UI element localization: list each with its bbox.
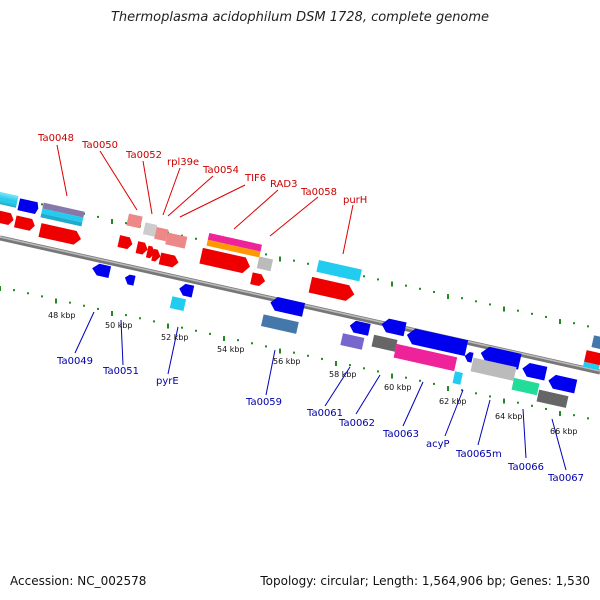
- kbp-label: 58 kbp: [329, 370, 357, 379]
- gene-labels-top: Ta0048 Ta0050 Ta0052 rpl39e Ta0054 TIF6 …: [37, 133, 367, 206]
- gene-label: Ta0054: [202, 165, 239, 176]
- accession-text: Accession: NC_002578: [10, 574, 147, 588]
- gene-label: Ta0067: [547, 473, 584, 484]
- gene-feature: [340, 320, 371, 350]
- gene-feature: [199, 232, 274, 287]
- gene-label: Ta0050: [81, 140, 118, 151]
- gene-feature: [371, 318, 474, 385]
- gene-feature: [169, 283, 195, 312]
- gene-label: Ta0062: [338, 418, 375, 429]
- gene-feature: [261, 296, 306, 334]
- gene-label: Ta0065m: [455, 449, 502, 460]
- gene-feature: [308, 260, 362, 301]
- map-title: Thermoplasma acidophilum DSM 1728, compl…: [110, 10, 490, 25]
- gene-label: RAD3: [270, 179, 297, 190]
- gene-label: purH: [343, 195, 367, 206]
- gene-features: [0, 190, 600, 408]
- gene-label: Ta0049: [56, 356, 93, 367]
- kbp-label: 56 kbp: [273, 357, 301, 366]
- leader-lines-top: [56, 144, 354, 255]
- gene-label: Ta0052: [125, 150, 162, 161]
- gene-label: rpl39e: [167, 157, 199, 168]
- kbp-label: 64 kbp: [495, 412, 523, 421]
- gene-feature: [470, 346, 578, 408]
- gene-label: Ta0066: [507, 462, 544, 473]
- topology-text: Topology: circular; Length: 1,564,906 bp…: [260, 574, 590, 588]
- gene-feature: [582, 335, 600, 371]
- gene-feature: [0, 190, 85, 227]
- kbp-label: 50 kbp: [105, 321, 133, 330]
- gene-feature: [92, 263, 136, 286]
- gene-label: TIF6: [244, 173, 266, 184]
- gene-feature: [117, 213, 188, 268]
- gene-label: Ta0061: [306, 408, 343, 419]
- gene-feature: [0, 209, 81, 245]
- dotted-ruler-bottom: [0, 286, 589, 420]
- gene-label: Ta0059: [245, 397, 282, 408]
- kbp-label: 66 kbp: [550, 427, 578, 436]
- leader-lines-bottom: [74, 311, 567, 471]
- gene-label: Ta0048: [37, 133, 74, 144]
- kbp-label: 62 kbp: [439, 397, 467, 406]
- kbp-label: 60 kbp: [384, 383, 412, 392]
- gene-label: Ta0051: [102, 366, 139, 377]
- gene-label: Ta0063: [382, 429, 419, 440]
- kbp-tick-labels: 48 kbp 50 kbp 52 kbp 54 kbp 56 kbp 58 kb…: [48, 311, 578, 436]
- kbp-label: 54 kbp: [217, 345, 245, 354]
- kbp-label: 48 kbp: [48, 311, 76, 320]
- gene-labels-bottom: Ta0049 Ta0051 pyrE Ta0059 Ta0061 Ta0062 …: [56, 356, 584, 484]
- gene-label: acyP: [426, 439, 450, 450]
- kbp-label: 52 kbp: [161, 333, 189, 342]
- gene-label: Ta0058: [300, 187, 337, 198]
- gene-label: pyrE: [156, 376, 179, 387]
